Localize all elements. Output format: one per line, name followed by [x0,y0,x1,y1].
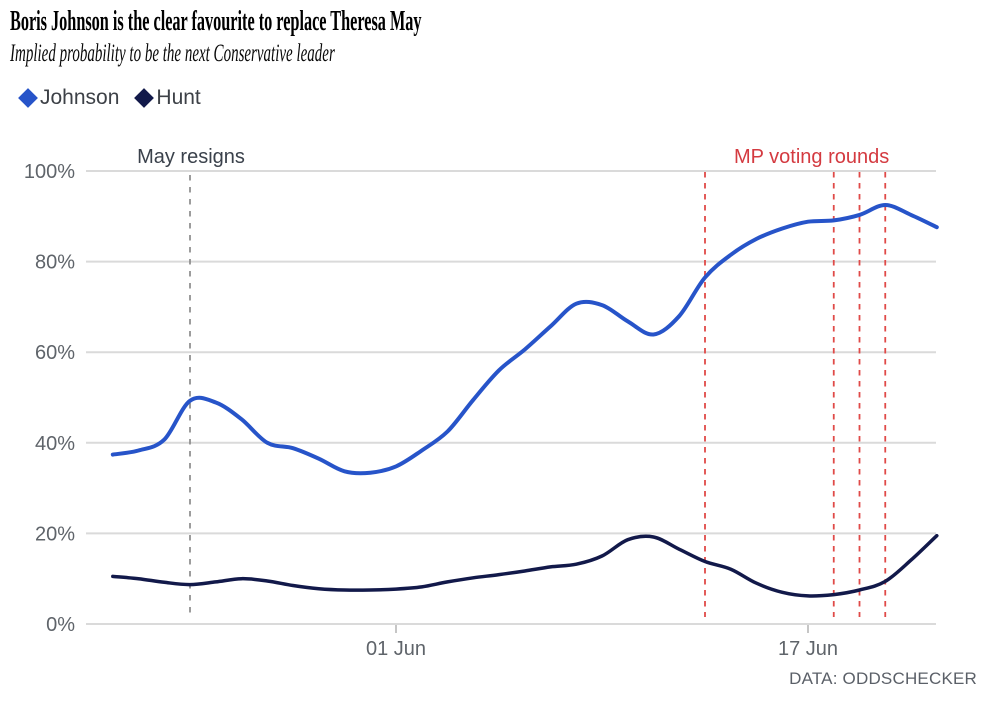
y-axis-label-100%: 100% [24,161,75,183]
johnson-line [110,203,939,476]
legend-label-hunt: Hunt [156,86,201,109]
legend-label-johnson: Johnson [40,86,120,109]
x-axis-label: 17 Jun [778,638,838,660]
chart-legend: Johnson Hunt [18,86,201,110]
chart-title: Boris Johnson is the clear favourite to … [10,5,422,37]
y-axis-label-80%: 80% [35,252,75,274]
y-axis-label-40%: 40% [35,433,75,455]
voting-rounds-label: MP voting rounds [734,146,889,168]
legend-item-johnson: Johnson [18,86,120,110]
y-axis-label-60%: 60% [35,342,75,364]
chart-subtitle: Implied probability to be the next Conse… [10,40,335,67]
y-axis-label-0%: 0% [46,614,75,636]
x-axis-label: 01 Jun [366,638,426,660]
hunt-line [111,533,939,598]
legend-item-hunt: Hunt [134,86,201,110]
y-axis-label-20%: 20% [35,523,75,545]
data-source: DATA: ODDSCHECKER [789,669,977,688]
may-resigns-label: May resigns [137,146,245,168]
